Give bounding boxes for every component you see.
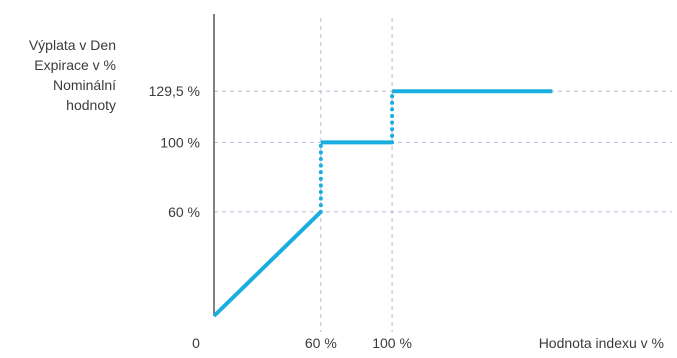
origin-label: 0 (192, 335, 200, 351)
x-tick-label-1: 100 % (372, 335, 412, 351)
ylabel-line-4: hodnoty (66, 97, 116, 113)
series-line (212, 89, 553, 318)
y-tick-label-2: 129,5 % (149, 83, 200, 99)
ylabel-line-2: Expirace v % (34, 57, 116, 73)
grid-lines (214, 18, 672, 332)
ylabel-line-3: Nominální (53, 77, 116, 93)
labels: Výplata v Den Expirace v % Nominální hod… (29, 37, 664, 351)
x-tick-label-0: 60 % (305, 335, 337, 351)
series-0-segment-0 (212, 210, 323, 318)
ylabel-line-1: Výplata v Den (29, 37, 116, 53)
y-tick-label-1: 100 % (160, 134, 200, 150)
y-tick-label-0: 60 % (168, 204, 200, 220)
xlabel: Hodnota indexu v % (539, 335, 664, 351)
